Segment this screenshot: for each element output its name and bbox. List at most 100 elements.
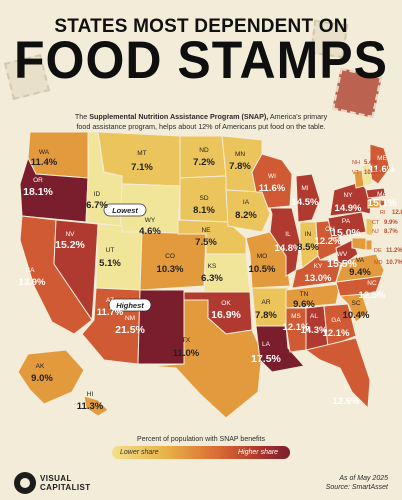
- state-value-co: 10.3%: [157, 264, 184, 275]
- title-line-2: FOOD STAMPS: [14, 30, 388, 90]
- state-shape-ky: [291, 255, 343, 289]
- state-shape-tx: [149, 299, 263, 419]
- state-abbr-ia: IA: [243, 199, 250, 206]
- state-value-id: 6.7%: [86, 200, 108, 211]
- state-value-mo: 10.5%: [249, 264, 276, 275]
- state-value-oh: 12.2%: [315, 236, 342, 247]
- lowest-callout-text: Lowest: [112, 206, 138, 215]
- state-abbr-sc: SC: [351, 300, 360, 307]
- state-abbr-il: IL: [285, 231, 291, 238]
- subtitle-prefix: The: [74, 112, 90, 121]
- state-abbr-ne: NE: [201, 227, 211, 234]
- state-value-in: 8.5%: [297, 242, 319, 253]
- state-abbr-wy: WY: [145, 217, 156, 224]
- state-value-ar: 7.8%: [255, 310, 277, 321]
- state-abbr-wv: WV: [337, 251, 348, 258]
- state-shape-md: [351, 237, 367, 251]
- state-value-tn: 9.6%: [293, 299, 315, 310]
- subtitle-rest: America's primary food assistance progra…: [76, 112, 328, 131]
- state-abbr-sd: SD: [199, 195, 208, 202]
- state-value-nm: 21.5%: [115, 324, 145, 336]
- state-value-ny: 14.9%: [335, 203, 362, 214]
- state-value-hi: 11.3%: [77, 401, 104, 412]
- source-note: Source: SmartAsset: [325, 484, 388, 491]
- state-value-la: 17.5%: [251, 353, 281, 365]
- state-abbr-mn: MN: [235, 151, 245, 158]
- state-value-me: 11.6%: [369, 164, 396, 175]
- state-value-wv: 15.5%: [327, 258, 357, 270]
- state-value-fl: 12.6%: [333, 396, 360, 407]
- state-shape-nv: [53, 219, 99, 322]
- state-value-de: 11.2%: [386, 248, 402, 254]
- state-value-nd: 7.2%: [193, 157, 215, 168]
- state-shape-nj: [365, 217, 375, 237]
- state-value-nv: 15.2%: [55, 239, 85, 251]
- state-abbr-ms: MS: [291, 313, 301, 320]
- state-abbr-pa: PA: [342, 218, 351, 225]
- state-shape-vt: [353, 169, 365, 189]
- state-abbr-in: IN: [305, 231, 312, 238]
- state-abbr-co: CO: [165, 253, 175, 260]
- state-shape-ct: [367, 199, 381, 209]
- state-abbr-nc: NC: [367, 280, 377, 287]
- state-value-ma: 15.1%: [367, 197, 397, 209]
- state-abbr-hi: HI: [87, 391, 94, 398]
- state-value-ky: 13.0%: [305, 273, 332, 284]
- state-value-az: 11.7%: [97, 307, 124, 318]
- state-abbr-tx: TX: [182, 337, 191, 344]
- state-value-ne: 7.5%: [195, 237, 217, 248]
- state-value-al: 14.3%: [301, 325, 328, 336]
- brand-line-1: VISUAL: [40, 474, 72, 483]
- state-abbr-wa: WA: [39, 149, 50, 156]
- state-abbr-or: OR: [33, 177, 43, 184]
- legend-low-label: Lower share: [120, 448, 159, 456]
- state-abbr-nj: NJ: [372, 229, 379, 235]
- state-value-md: 10.7%: [386, 260, 402, 266]
- state-abbr-ma: MA: [377, 191, 387, 198]
- as-of-date: As of May 2025: [339, 475, 388, 482]
- brand-line-2: CAPITALIST: [40, 482, 91, 492]
- state-shape-ut: [95, 223, 143, 291]
- state-abbr-de: DE: [374, 248, 382, 254]
- state-value-wa: 11.4%: [31, 157, 58, 168]
- state-value-nj: 8.7%: [384, 229, 398, 235]
- brand-name: VISUAL CAPITALIST: [40, 474, 91, 492]
- state-value-or: 18.1%: [23, 186, 53, 198]
- state-shape-mi: [295, 173, 321, 223]
- state-shape-il: [269, 207, 301, 277]
- state-abbr-ri: RI: [380, 210, 386, 216]
- state-abbr-ak: AK: [36, 363, 45, 370]
- state-value-pa: 15.0%: [331, 227, 361, 239]
- state-value-ok: 16.9%: [211, 309, 241, 321]
- state-abbr-ca: CA: [25, 267, 35, 274]
- lowest-callout-box: [103, 203, 147, 217]
- state-abbr-al: AL: [310, 313, 318, 320]
- state-abbr-ut: UT: [106, 247, 115, 254]
- state-abbr-md: MD: [374, 260, 383, 266]
- state-shape-ms: [285, 307, 307, 353]
- state-abbr-vt: VT: [352, 170, 360, 176]
- state-abbr-wi: WI: [268, 173, 276, 180]
- state-value-ri: 12.8%: [392, 210, 402, 216]
- state-abbr-va: VA: [356, 257, 365, 264]
- state-value-sd: 8.1%: [193, 205, 215, 216]
- legend-title: Percent of population with SNAP benefits: [137, 436, 265, 443]
- state-value-ks: 6.3%: [201, 273, 223, 284]
- state-abbr-nh: NH: [352, 160, 360, 166]
- state-abbr-tn: TN: [300, 291, 309, 298]
- state-value-vt: 10.0%: [364, 170, 382, 176]
- state-shape-tn: [285, 283, 341, 309]
- subtitle: The Supplemental Nutrition Assistance Pr…: [70, 112, 332, 132]
- state-value-va: 9.4%: [349, 267, 371, 278]
- legend-high-label: Higher share: [238, 448, 279, 456]
- state-value-ga: 12.1%: [323, 328, 350, 339]
- state-abbr-fl: FL: [344, 385, 352, 392]
- state-value-mn: 7.8%: [229, 161, 251, 172]
- state-value-tx: 11.0%: [173, 348, 200, 359]
- state-abbr-ok: OK: [221, 300, 231, 307]
- state-shape-ak: [17, 349, 85, 405]
- state-abbr-ny: NY: [343, 192, 353, 199]
- highest-callout-text: Highest: [116, 301, 144, 310]
